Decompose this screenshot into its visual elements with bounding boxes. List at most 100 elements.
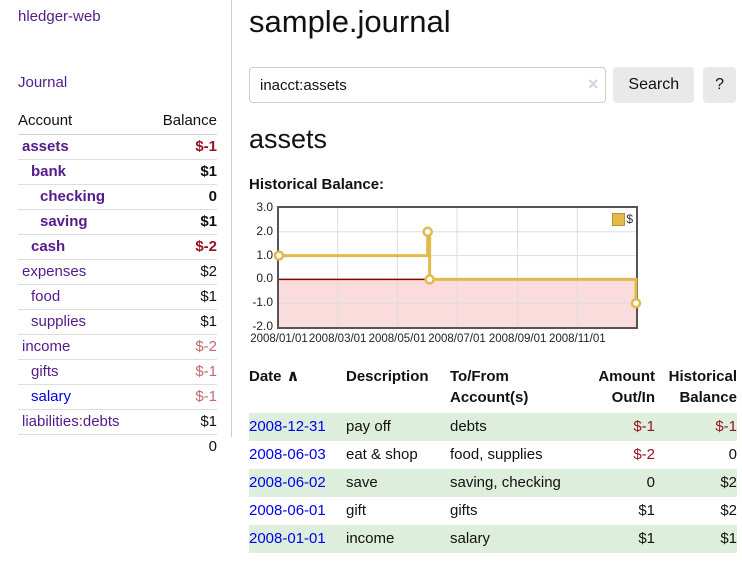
account-link-assets[interactable]: assets [22,138,69,155]
register-header-row: Date ∧ Description To/From Account(s) Amo… [249,363,737,413]
account-balance: $-1 [147,384,217,410]
transaction-date-link[interactable]: 2008-06-02 [249,474,326,491]
account-row: cash $-2 [18,234,217,260]
main-content: sample.journal × Search ? assets Histori… [232,0,742,553]
transaction-date-link[interactable]: 2008-01-01 [249,530,326,547]
account-column-header: Account [18,108,148,135]
clear-search-icon[interactable]: × [587,74,599,94]
account-row: supplies $1 [18,309,217,335]
transaction-amount: $1 [638,502,655,519]
account-row: food $1 [18,284,217,310]
sidebar-item-journal[interactable]: Journal [18,74,68,91]
transaction-accounts: debts [450,418,487,435]
x-axis-tick-label: 2008/03/01 [308,333,367,345]
account-link-expenses[interactable]: expenses [22,263,87,280]
transaction-amount: 0 [646,474,655,491]
help-button[interactable]: ? [703,67,736,103]
y-axis-tick-label: 2.0 [256,223,273,238]
chart-legend: $ [612,212,633,226]
chart-title: Historical Balance: [249,176,385,193]
account-link-gifts[interactable]: gifts [31,363,59,380]
y-axis-tick-label: 0.0 [256,271,273,286]
account-balance: $-2 [147,234,217,260]
legend-label: $ [626,212,633,226]
historical-balance-chart: 3.0 2.0 1.0 0.0 -1.0 -2.0 $ 2008/01/01 2008/03… [249,200,736,354]
balance-column-header: Historical Balance [668,368,737,406]
tofrom-column-header: To/From Account(s) [450,368,529,406]
account-link-checking[interactable]: checking [40,188,106,205]
account-link-cash[interactable]: cash [31,238,66,255]
account-heading: assets [249,124,328,154]
x-axis-tick-label: 2008/01/01 [250,333,308,345]
balance-column-header: Balance [147,108,217,135]
account-row: gifts $-1 [18,359,217,385]
transaction-balance: $1 [720,530,737,547]
transaction-amount: $-2 [633,446,655,463]
account-row: checking 0 [18,184,217,210]
register-row[interactable]: 2008-01-01 income salary $1 $1 [249,525,737,553]
transaction-date-link[interactable]: 2008-12-31 [249,418,326,435]
account-balance: $-1 [147,359,217,385]
y-axis-tick-label: -1.0 [252,295,273,310]
y-axis-tick-label: -2.0 [252,319,273,333]
account-link-supplies[interactable]: supplies [31,313,87,330]
account-balance: $1 [147,284,217,310]
transaction-description: eat & shop [346,446,418,463]
amount-column-header: Amount Out/In [598,368,655,406]
page-title: sample.journal [249,4,451,39]
transaction-balance: $2 [720,502,737,519]
account-link-saving[interactable]: saving [40,213,88,230]
account-balance: $2 [147,259,217,285]
sidebar: hledger-web Journal Account Balance asse… [0,0,232,455]
transaction-description: income [346,530,395,547]
register-row[interactable]: 2008-12-31 pay off debts $-1 $-1 [249,413,737,441]
transaction-date-link[interactable]: 2008-06-01 [249,502,326,519]
x-axis-tick-label: 2008/05/01 [368,333,427,345]
search-input[interactable] [249,67,607,103]
transaction-description: gift [346,502,367,519]
x-axis-tick-label: 2008/07/01 [428,333,486,345]
account-row: expenses $2 [18,259,217,285]
transaction-accounts: gifts [450,502,478,519]
date-column-header[interactable]: Date ∧ [249,368,300,385]
account-link-food[interactable]: food [31,288,61,305]
account-balance: $1 [147,209,217,235]
transaction-balance: $-1 [715,418,737,435]
account-row: salary $-1 [18,384,217,410]
transaction-description: save [346,474,378,491]
account-balance: $-2 [147,334,217,360]
chart-canvas [273,208,642,327]
account-row: saving $1 [18,209,217,235]
transaction-date-link[interactable]: 2008-06-03 [249,446,326,463]
account-row: income $-2 [18,334,217,360]
accounts-table: Account Balance assets $-1 bank $1 check… [18,108,217,459]
register-row[interactable]: 2008-06-01 gift gifts $1 $2 [249,497,737,525]
account-row: liabilities:debts $1 [18,409,217,435]
register-row[interactable]: 2008-06-03 eat & shop food, supplies $-2… [249,441,737,469]
account-link-bank[interactable]: bank [31,163,67,180]
transaction-amount: $1 [638,530,655,547]
y-axis-tick-label: 3.0 [256,200,273,214]
legend-swatch-icon [612,212,626,226]
sort-ascending-icon: ∧ [286,368,300,385]
account-balance: $1 [147,409,217,435]
transaction-accounts: food, supplies [450,446,543,463]
account-link-income[interactable]: income [22,338,71,355]
transaction-description: pay off [346,418,391,435]
description-column-header: Description [346,368,429,385]
account-balance: $-1 [147,134,217,160]
transaction-balance: $2 [720,474,737,491]
x-axis-tick-label: 2008/11/01 [548,333,606,345]
account-link-liabilities-debts[interactable]: liabilities:debts [22,413,120,430]
register-row[interactable]: 2008-06-02 save saving, checking 0 $2 [249,469,737,497]
register-table: Date ∧ Description To/From Account(s) Amo… [249,363,737,553]
account-balance: $1 [147,309,217,335]
account-balance: 0 [147,184,217,210]
account-balance: $1 [147,159,217,185]
accounts-header-row: Account Balance [18,108,217,135]
account-link-salary[interactable]: salary [31,388,72,405]
account-row: bank $1 [18,159,217,185]
accounts-total-value: 0 [208,438,217,455]
app-title-link[interactable]: hledger-web [18,8,101,25]
search-button[interactable]: Search [613,67,695,103]
